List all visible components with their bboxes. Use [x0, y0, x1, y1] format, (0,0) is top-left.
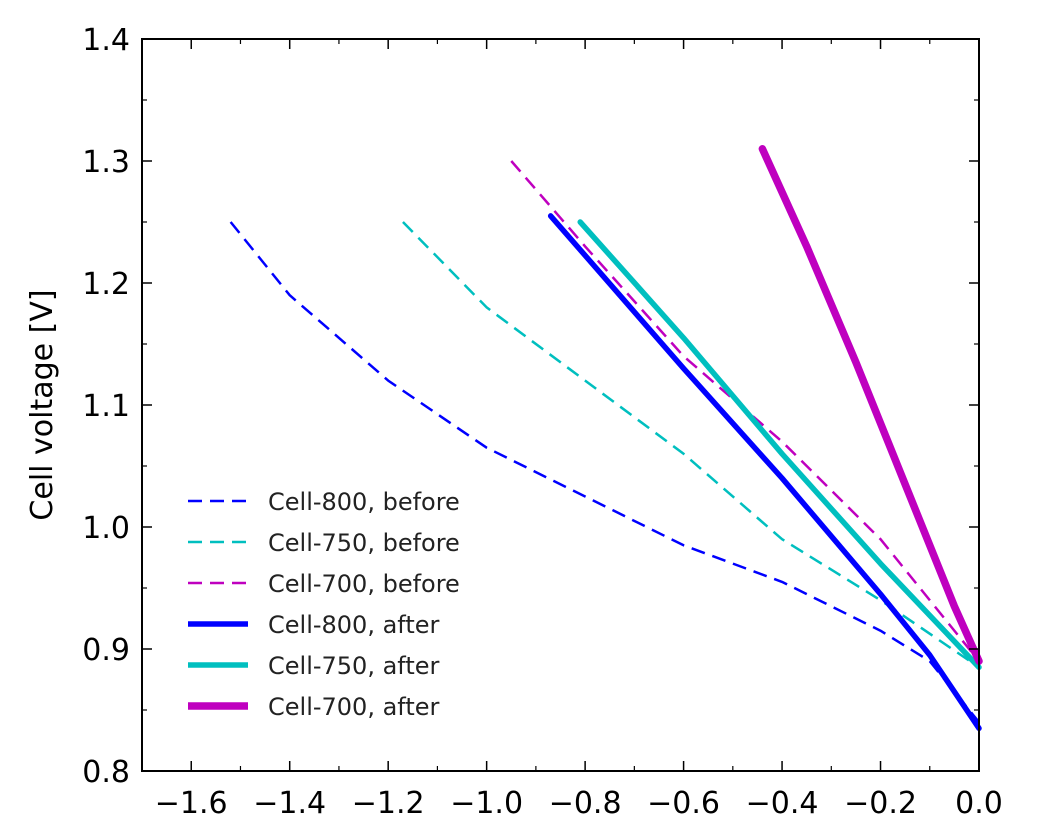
- x-tick-label: −1.6: [155, 786, 228, 821]
- x-tick-label: −1.2: [352, 786, 425, 821]
- series-line-2: [402, 221, 980, 669]
- y-tick-label: 1.0: [82, 511, 130, 546]
- x-tick-label: −1.4: [253, 786, 326, 821]
- series-line-3: [510, 160, 980, 662]
- legend-label: Cell-700, before: [268, 570, 460, 598]
- y-tick-label: 1.3: [82, 145, 130, 180]
- x-tick-label: −0.2: [844, 786, 917, 821]
- y-tick-label: 1.1: [82, 389, 130, 424]
- y-tick-label: 0.9: [82, 633, 130, 668]
- series-layer: [229, 145, 983, 732]
- y-tick-label: 0.8: [82, 755, 130, 790]
- y-tick-label: 1.4: [82, 23, 130, 58]
- series-line-4: [547, 213, 982, 732]
- legend-label: Cell-750, before: [268, 529, 460, 557]
- legend-label: Cell-750, after: [268, 652, 439, 680]
- x-tick-label: −0.4: [746, 786, 819, 821]
- y-axis-label: Cell voltage [V]: [25, 289, 60, 520]
- x-tick-label: −1.0: [450, 786, 523, 821]
- series-line-1: [229, 221, 980, 723]
- legend: Cell-800, before Cell-750, before Cell-700…: [188, 488, 460, 721]
- y-tick-label: 1.2: [82, 267, 130, 302]
- legend-label: Cell-800, before: [268, 488, 460, 516]
- legend-label: Cell-700, after: [268, 693, 439, 721]
- series-line-5: [577, 219, 982, 671]
- x-tick-label: −0.8: [549, 786, 622, 821]
- x-tick-label: −0.6: [647, 786, 720, 821]
- x-tick-label: 0.0: [955, 786, 1003, 821]
- series-line-6: [758, 145, 983, 665]
- tick-layer: −1.6 −1.4 −1.2 −1.0 −0.8 −0.6 −0.4 −0.2 0.0 0.8 0.…: [82, 23, 1003, 821]
- legend-label: Cell-800, after: [268, 611, 439, 639]
